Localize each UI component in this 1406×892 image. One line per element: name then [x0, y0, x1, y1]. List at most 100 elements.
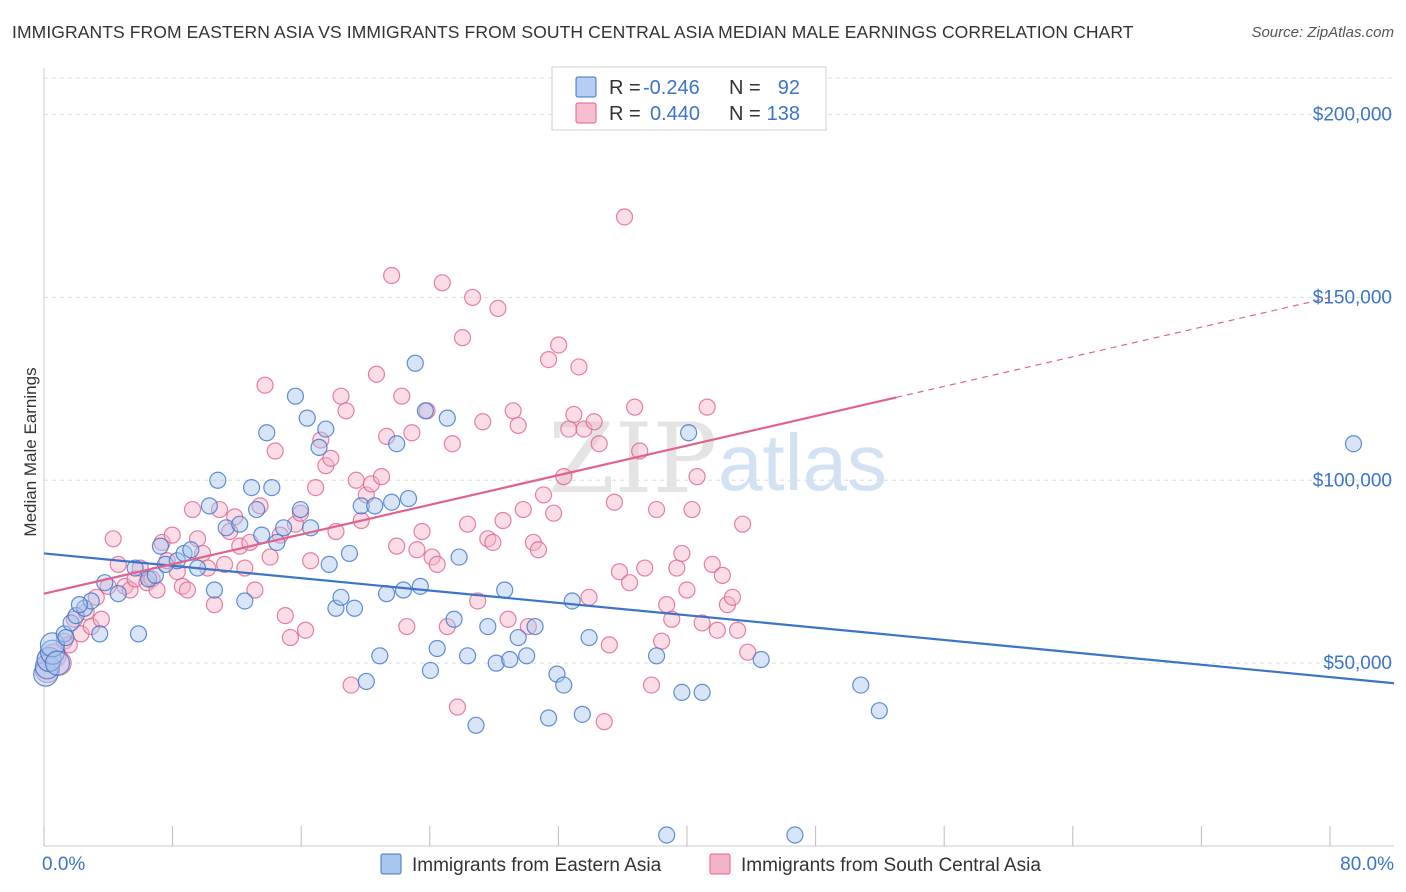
y-tick-labels: $50,000 $100,000 $150,000 $200,000	[1313, 105, 1392, 675]
eastern-asia-point-66	[479, 617, 497, 636]
y-tick-label-1: $100,000	[1313, 470, 1392, 491]
south-central-asia-point-135	[728, 621, 747, 639]
eastern-asia-point-69	[501, 650, 519, 669]
south-central-asia-point-46	[276, 606, 294, 625]
eastern-asia-point-23	[200, 497, 218, 515]
eastern-asia-point-30	[248, 500, 266, 519]
eastern-asia-point-47	[352, 497, 370, 515]
south-central-asia-point-40	[246, 581, 264, 599]
south-central-asia-point-68	[388, 537, 406, 555]
eastern-asia-point-91	[70, 596, 89, 614]
south-central-asia-point-94	[519, 617, 537, 636]
south-central-asia-point-64	[367, 365, 386, 383]
eastern-asia-point-54	[394, 581, 413, 599]
eastern-asia-point-57	[411, 577, 429, 595]
south-central-asia-point-11	[92, 610, 110, 628]
eastern-asia-point-31	[253, 526, 271, 544]
eastern-asia-point-78	[580, 628, 598, 647]
south-central-asia-point-67	[383, 266, 401, 285]
chart-title: IMMIGRANTS FROM EASTERN ASIA VS IMMIGRAN…	[12, 22, 1134, 42]
eastern-asia-point-58	[416, 402, 434, 420]
eastern-asia-point-1	[34, 654, 60, 680]
south-central-asia-point-52	[307, 479, 325, 497]
eastern-asia-point-82	[693, 683, 711, 702]
south-central-asia-point-13	[104, 530, 122, 548]
bottom-legend-swatch-pink	[709, 853, 731, 875]
eastern-asia-point-77	[573, 705, 591, 723]
south-central-asia-point-128	[693, 614, 711, 632]
south-central-asia-point-33	[210, 500, 229, 519]
eastern-asia-point-14	[129, 625, 148, 643]
eastern-asia-point-61	[438, 409, 456, 427]
south-central-asia-point-82	[458, 515, 477, 533]
south-central-asia-point-77	[433, 274, 451, 292]
south-central-asia-point-71	[403, 424, 421, 442]
eastern-asia-point-51	[377, 585, 396, 603]
legend-n-label-2: N =	[729, 103, 761, 125]
legend-top-box	[551, 66, 827, 131]
south-central-asia-point-14	[109, 555, 127, 574]
south-central-asia-point-88	[489, 299, 507, 317]
chart-source: Source: ZipAtlas.com	[1251, 24, 1394, 41]
south-central-asia-point-76	[428, 555, 446, 574]
y-tick-label-3: $200,000	[1313, 105, 1392, 126]
eastern-asia-point-10	[91, 625, 109, 643]
south-central-asia-point-120	[653, 632, 671, 650]
south-central-asia-point-42	[256, 376, 274, 394]
south-central-asia-point-106	[580, 588, 598, 606]
south-central-asia-point-96	[529, 541, 548, 559]
south-central-asia-point-65	[372, 468, 391, 486]
legend-top: R = -0.246 N = 92 R = 0.440 N = 138	[551, 66, 827, 131]
axes	[43, 68, 1394, 847]
bottom-legend-label-2: Immigrants from South Central Asia	[741, 855, 1041, 876]
south-central-asia-point-119	[647, 500, 666, 519]
bottom-legend-label-1: Immigrants from Eastern Asia	[412, 855, 662, 876]
south-central-asia-point-115	[626, 398, 644, 416]
eastern-asia-point-53	[388, 435, 406, 453]
south-central-asia-point-107	[585, 413, 603, 431]
eastern-asia-point-73	[539, 709, 558, 727]
eastern-asia-point-52	[383, 493, 401, 511]
south-central-asia-point-44	[266, 442, 284, 460]
legend-n-label-1: N =	[729, 77, 761, 99]
south-central-asia-point-101	[555, 468, 573, 486]
south-central-asia-point-103	[565, 405, 583, 424]
south-central-asia-point-85	[474, 413, 492, 431]
legend-bottom: Immigrants from Eastern Asia Immigrants …	[380, 853, 1041, 876]
eastern-asia-point-24	[205, 581, 224, 599]
south-central-asia-point-99	[545, 504, 563, 522]
eastern-asia-point-88	[1344, 435, 1363, 453]
south-central-asia-point-32	[205, 596, 224, 614]
south-central-asia-point-27	[178, 581, 197, 599]
eastern-asia-point-29	[242, 479, 261, 497]
eastern-asia-point-60	[428, 639, 446, 658]
eastern-asia-point-67	[487, 654, 505, 672]
south-central-asia-point-126	[683, 500, 701, 519]
eastern-asia-point-81	[673, 683, 691, 702]
south-central-asia-point-98	[539, 351, 558, 369]
south-central-asia-point-87	[484, 533, 502, 552]
south-central-asia-point-70	[398, 617, 416, 636]
south-central-asia-point-89	[494, 511, 512, 530]
south-central-asia-point-92	[509, 416, 527, 435]
eastern-asia-point-41	[317, 420, 335, 438]
eastern-asia-point-37	[291, 500, 310, 519]
eastern-asia-point-68	[496, 581, 514, 599]
legend-r-label-2: R =	[609, 103, 641, 125]
trend-line-south-central-asia	[43, 396, 897, 595]
eastern-asia-point-35	[275, 519, 293, 537]
y-axis-label: Median Male Earnings	[21, 367, 40, 536]
south-central-asia-point-129	[698, 398, 716, 416]
eastern-asia-point-56	[406, 354, 424, 372]
south-central-asia-point-83	[464, 288, 482, 307]
eastern-asia-point-79	[647, 647, 666, 665]
x-tick-label-max: 80.0%	[1340, 854, 1394, 875]
eastern-asia-point-89	[44, 650, 71, 676]
watermark-atlas: atlas	[718, 418, 887, 507]
eastern-asia-point-55	[399, 489, 418, 508]
eastern-asia-point-59	[421, 661, 440, 680]
eastern-asia-point-40	[310, 438, 328, 456]
south-central-asia-point-57	[332, 387, 350, 405]
eastern-asia-point-70	[509, 628, 527, 647]
